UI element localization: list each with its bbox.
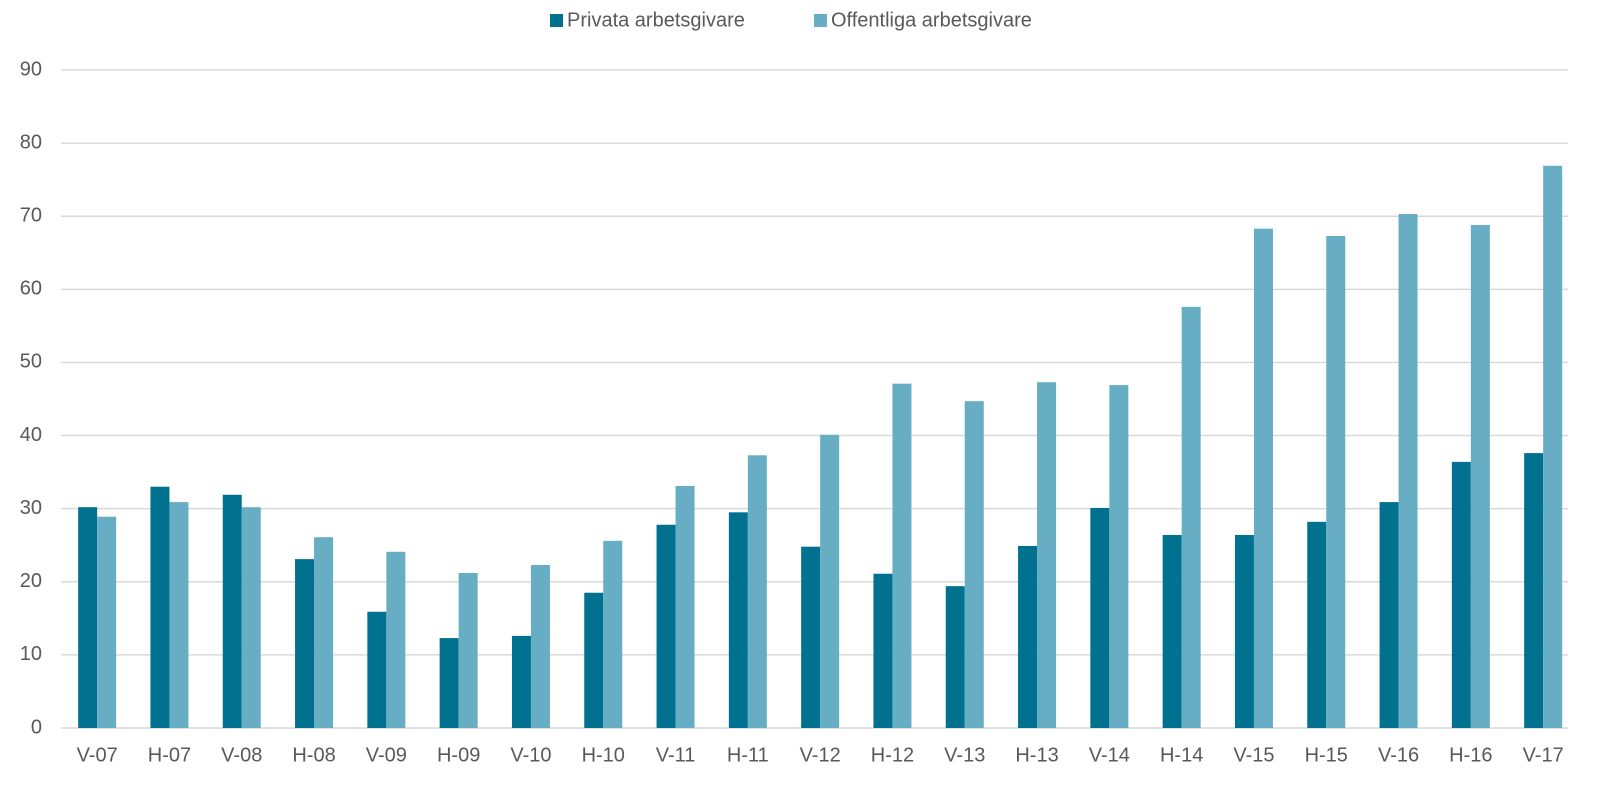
- legend-label: Privata arbetsgivare: [567, 9, 745, 31]
- x-tick-label: V-13: [944, 744, 985, 766]
- x-tick-label: H-07: [148, 744, 191, 766]
- x-tick-label: H-11: [727, 744, 769, 766]
- y-tick-label: 80: [20, 131, 42, 153]
- bar: [97, 516, 117, 728]
- x-tick-label: V-08: [221, 744, 262, 766]
- bar: [675, 486, 695, 728]
- bar: [367, 611, 387, 728]
- y-tick-label: 0: [31, 716, 42, 738]
- x-tick-label: H-12: [871, 744, 914, 766]
- bar: [1326, 235, 1346, 728]
- bar: [1037, 382, 1057, 728]
- bar: [314, 537, 334, 728]
- y-tick-label: 20: [20, 570, 42, 592]
- bar: [241, 507, 261, 728]
- bar: [458, 573, 478, 728]
- bar: [1451, 461, 1471, 728]
- bar: [530, 564, 550, 728]
- x-tick-label: H-09: [437, 744, 480, 766]
- y-tick-label: 90: [20, 58, 42, 80]
- x-tick-label: H-15: [1305, 744, 1348, 766]
- bar: [1253, 228, 1273, 728]
- y-tick-label: 50: [20, 351, 42, 373]
- bar: [1018, 545, 1038, 728]
- bar: [892, 383, 912, 728]
- bar: [945, 586, 965, 728]
- bar: [1090, 507, 1110, 728]
- bar: [1543, 165, 1563, 728]
- x-tick-label: V-15: [1233, 744, 1274, 766]
- bar: [1470, 224, 1490, 729]
- bar: [1234, 534, 1254, 728]
- bar: [511, 635, 531, 728]
- bar: [1109, 385, 1129, 728]
- x-tick-label: V-07: [77, 744, 118, 766]
- bar: [1307, 521, 1327, 728]
- bar: [169, 502, 189, 728]
- x-tick-label: H-14: [1160, 744, 1203, 766]
- bar: [1162, 534, 1182, 728]
- y-tick-label: 40: [20, 424, 42, 446]
- bar: [222, 494, 242, 728]
- bar: [873, 573, 893, 728]
- bar: [386, 551, 406, 728]
- bar: [964, 401, 984, 728]
- bar: [78, 507, 98, 728]
- bar: [603, 540, 623, 728]
- bar: [1379, 502, 1399, 728]
- y-tick-label: 30: [20, 497, 42, 519]
- bar: [1181, 306, 1201, 728]
- x-tick-label: V-09: [366, 744, 407, 766]
- legend-swatch: [814, 14, 827, 27]
- x-tick-label: V-10: [510, 744, 551, 766]
- bar: [820, 434, 840, 728]
- y-tick-label: 70: [20, 205, 42, 227]
- x-tick-label: H-16: [1449, 744, 1492, 766]
- bar: [728, 512, 748, 728]
- bar: [1398, 214, 1418, 729]
- x-tick-label: V-12: [800, 744, 841, 766]
- x-tick-label: V-16: [1378, 744, 1419, 766]
- bar: [150, 486, 170, 728]
- legend-swatch: [550, 14, 563, 27]
- legend-label: Offentliga arbetsgivare: [831, 9, 1032, 31]
- bar: [1524, 453, 1544, 728]
- bar: [295, 559, 315, 728]
- y-tick-label: 60: [20, 278, 42, 300]
- x-tick-label: H-10: [582, 744, 625, 766]
- x-tick-label: H-08: [292, 744, 335, 766]
- bar: [801, 546, 821, 728]
- x-tick-label: V-14: [1089, 744, 1130, 766]
- y-tick-label: 10: [20, 643, 42, 665]
- x-tick-label: V-11: [656, 744, 696, 766]
- bar: [747, 455, 767, 728]
- bar: [439, 638, 459, 728]
- bar: [656, 524, 676, 728]
- x-tick-label: H-13: [1015, 744, 1058, 766]
- x-tick-label: V-17: [1523, 744, 1564, 766]
- bar: [584, 592, 604, 728]
